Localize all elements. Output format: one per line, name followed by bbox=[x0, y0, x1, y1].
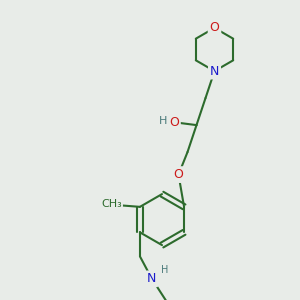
Text: N: N bbox=[210, 64, 219, 78]
Text: H: H bbox=[159, 116, 168, 126]
Text: CH₃: CH₃ bbox=[101, 199, 122, 209]
Text: O: O bbox=[174, 168, 183, 181]
Text: O: O bbox=[210, 21, 219, 34]
Text: O: O bbox=[169, 116, 179, 129]
Text: N: N bbox=[147, 272, 157, 285]
Text: H: H bbox=[161, 265, 168, 275]
Text: O: O bbox=[111, 199, 121, 212]
